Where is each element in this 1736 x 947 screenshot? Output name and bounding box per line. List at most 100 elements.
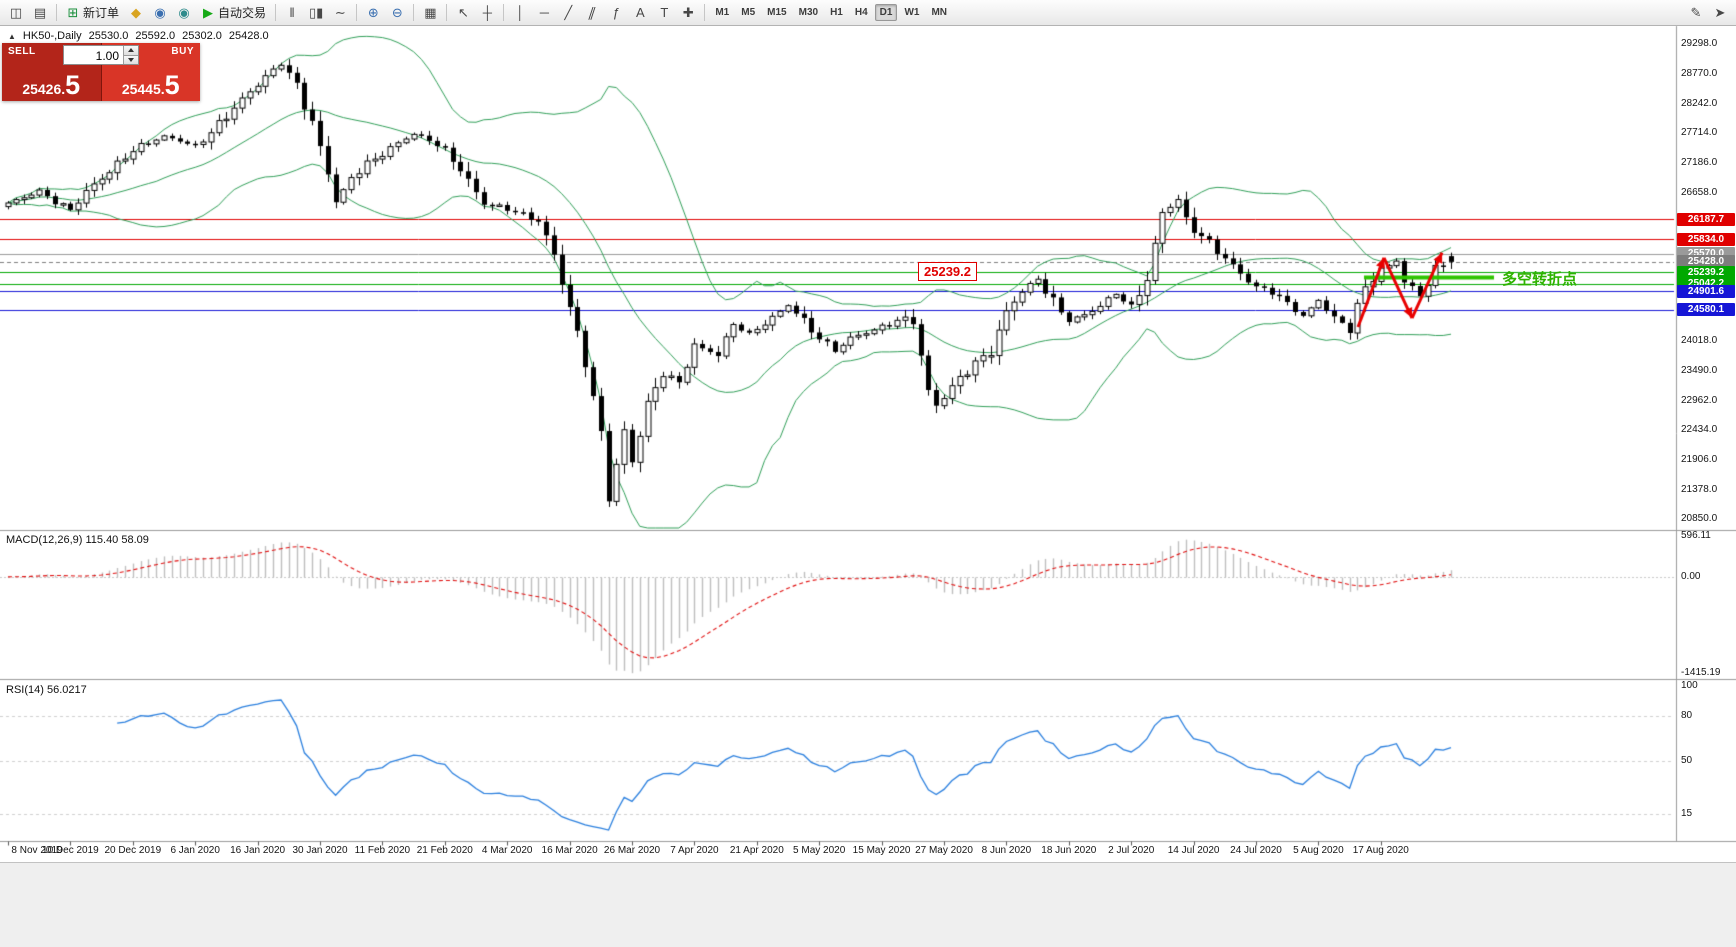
macd-axis-label: -1415.19 — [1681, 667, 1721, 679]
new-chart-icon[interactable]: ◫ — [9, 4, 23, 20]
community-icon[interactable]: ◉ — [178, 4, 190, 20]
timeframe-m15-button[interactable]: M15 — [767, 7, 787, 18]
zoom-out-icon[interactable]: ⊖ — [391, 4, 403, 20]
date-axis-label: 21 Apr 2020 — [729, 845, 784, 856]
volume-input[interactable]: 1.00 — [63, 45, 139, 65]
timeframe-mn-button[interactable]: MN — [931, 7, 948, 18]
date-axis-label: 27 May 2020 — [915, 845, 973, 856]
chart-symbol-period: HK50-,Daily — [22, 30, 82, 42]
ohlc-low: 25302.0 — [182, 30, 222, 42]
rsi-axis-label: 100 — [1681, 680, 1698, 691]
price-tag-26187-7[interactable]: 26187.7 — [1677, 212, 1735, 226]
one-click-trading-panel: SELL 25426.5 BUY 25445.5 1.00 — [2, 43, 200, 101]
date-axis-label: 16 Mar 2020 — [541, 845, 598, 856]
autotrading-button[interactable]: ▶ 自动交易 — [197, 3, 270, 23]
new-order-button[interactable]: ⊞ 新订单 — [62, 3, 123, 23]
ohlc-close: 25428.0 — [228, 30, 269, 42]
tile-windows-icon[interactable]: ▦ — [424, 4, 437, 20]
price-axis-label: 26658.0 — [1681, 186, 1718, 198]
date-axis-label: 30 Jan 2020 — [292, 845, 348, 856]
date-axis-label: 16 Jan 2020 — [230, 845, 286, 856]
date-axis-label: 2 Jul 2020 — [1108, 845, 1155, 856]
price-axis-label: 29298.0 — [1681, 38, 1718, 50]
cursor-icon[interactable]: ↖ — [457, 4, 469, 20]
date-axis-label: 20 Dec 2019 — [104, 845, 162, 856]
rsi-axis-label: 80 — [1681, 710, 1693, 721]
line-chart-icon[interactable]: ∼ — [334, 4, 346, 20]
price-tag-24580-1[interactable]: 24580.1 — [1677, 303, 1735, 317]
trendline-icon[interactable]: ╱ — [564, 4, 573, 20]
collapse-arrow-icon[interactable]: ▲ — [8, 31, 16, 41]
price-callout[interactable]: 25239.2 — [918, 262, 977, 282]
bar-chart-icon[interactable]: ‖ — [289, 4, 295, 20]
timeframe-m30-button[interactable]: M30 — [798, 7, 819, 18]
price-axis-label: 27186.0 — [1681, 156, 1718, 168]
metaeditor-icon[interactable]: ◆ — [131, 4, 142, 20]
volume-value: 1.00 — [95, 49, 119, 63]
arrows-icon[interactable]: ✚ — [682, 4, 694, 20]
timeframe-d1-button[interactable]: D1 — [874, 4, 898, 21]
buy-price: 25445.5 — [121, 70, 180, 100]
price-axis-label: 22962.0 — [1681, 394, 1718, 406]
date-axis-label: 17 Aug 2020 — [1352, 845, 1409, 856]
fibonacci-icon[interactable]: ƒ — [612, 4, 620, 20]
sell-price: 25426.5 — [22, 70, 81, 100]
vertical-line-icon[interactable]: │ — [516, 4, 525, 20]
buy-label: BUY — [171, 46, 194, 57]
timeframe-m1-button[interactable]: M1 — [715, 7, 730, 18]
bottom-empty-area — [0, 862, 1736, 947]
date-axis-label: 5 Aug 2020 — [1293, 845, 1344, 856]
candlestick-chart-icon[interactable]: ▯▮ — [309, 4, 324, 20]
ohlc-high: 25592.0 — [135, 30, 176, 42]
buy-button[interactable]: BUY 25445.5 — [101, 43, 200, 101]
date-axis-label: 4 Mar 2020 — [481, 845, 533, 856]
date-axis-label: 26 Mar 2020 — [603, 845, 661, 856]
profiles-icon[interactable]: ▤ — [33, 4, 47, 20]
crosshair-icon[interactable]: ┼ — [482, 4, 492, 20]
zoom-in-icon[interactable]: ⊕ — [367, 4, 379, 20]
volume-up-button[interactable] — [124, 46, 138, 55]
toolbar-separator — [356, 4, 358, 21]
timeframe-h1-button[interactable]: H1 — [830, 7, 843, 18]
rsi-axis-label: 15 — [1681, 807, 1693, 819]
price-tag-24901-6[interactable]: 24901.6 — [1677, 284, 1735, 298]
price-axis-label: 20850.0 — [1681, 513, 1718, 525]
pointer-icon[interactable]: ➤ — [1714, 4, 1726, 20]
edit-icon[interactable]: ✎ — [1690, 4, 1702, 20]
toolbar-separator — [503, 4, 505, 21]
macd-axis-label: 596.11 — [1681, 530, 1711, 542]
toolbar-separator — [413, 4, 415, 21]
date-axis-label: 18 Jun 2020 — [1041, 845, 1097, 856]
date-axis-label: 7 Apr 2020 — [670, 845, 719, 856]
toolbar-separator — [56, 4, 57, 21]
date-axis-label: 8 Nov 2019 — [11, 845, 63, 856]
market-icon[interactable]: ◉ — [154, 4, 166, 20]
rsi-label: RSI(14) 56.0217 — [6, 684, 87, 696]
timeframe-w1-button[interactable]: W1 — [904, 7, 920, 18]
toolbar: ◫ ▤ ⊞ 新订单 ◆ ◉ ◉ ▶ 自动交易 ‖ ▯▮ ∼ ⊕ ⊖ ▦ ↖ ┼ │ ─ ╱ ∥ ƒ A T ✚ M1 M5 M15 M3… — [0, 0, 1736, 26]
text-label-icon[interactable]: T — [660, 4, 669, 20]
horizontal-line-icon[interactable]: ─ — [539, 4, 549, 20]
macd-label: MACD(12,26,9) 115.40 58.09 — [6, 534, 149, 546]
price-tag-25428-0[interactable]: 25428.0 — [1677, 255, 1735, 269]
volume-spinner — [123, 46, 138, 64]
price-axis-label: 22434.0 — [1681, 424, 1718, 436]
date-axis-label: 15 May 2020 — [852, 845, 911, 856]
channel-icon[interactable]: ∥ — [586, 4, 599, 20]
price-tag-25239-2[interactable]: 25239.2 — [1677, 265, 1735, 279]
rsi-axis-label: 50 — [1681, 755, 1693, 766]
price-axis-label: 27714.0 — [1681, 127, 1718, 139]
toolbar-separator — [275, 4, 277, 21]
ohlc-open: 25530.0 — [88, 30, 129, 42]
timeframe-m5-button[interactable]: M5 — [741, 7, 756, 18]
price-tag-25834-0[interactable]: 25834.0 — [1677, 232, 1735, 246]
volume-down-button[interactable] — [124, 54, 138, 64]
text-icon[interactable]: A — [636, 4, 645, 20]
turning-point-label[interactable]: 多空转折点 — [1502, 270, 1578, 288]
timeframe-h4-button[interactable]: H4 — [854, 7, 868, 18]
new-order-icon: ⊞ — [67, 4, 79, 20]
date-axis-label: 8 Jun 2020 — [981, 845, 1032, 856]
price-axis-label: 23490.0 — [1681, 364, 1718, 376]
